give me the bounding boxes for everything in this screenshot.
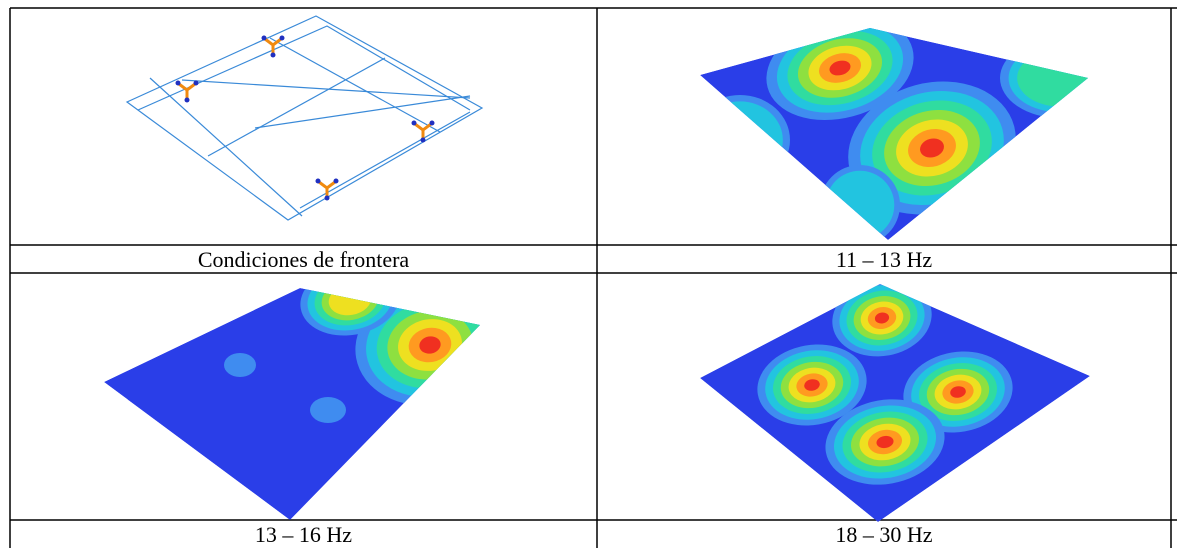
contour (310, 397, 346, 423)
contour (697, 101, 783, 178)
contour (325, 196, 330, 201)
caption: 13 – 16 Hz (10, 520, 597, 548)
contour (179, 84, 195, 99)
contour (262, 36, 267, 41)
page: Condiciones de frontera 11 – 13 Hz 13 – … (0, 0, 1177, 548)
mode-plot (690, 0, 1120, 245)
contour (194, 81, 199, 86)
contour (826, 171, 895, 240)
figure-table (0, 0, 1177, 548)
contour (271, 53, 276, 58)
contour (316, 179, 321, 184)
caption: Condiciones de frontera (10, 245, 597, 273)
contour (430, 121, 435, 126)
contour (265, 39, 281, 54)
contour (421, 138, 426, 143)
mode-plot (90, 257, 514, 520)
caption: 11 – 13 Hz (597, 245, 1171, 273)
mode-plot (700, 272, 1090, 522)
contour (224, 353, 256, 377)
caption: 18 – 30 Hz (597, 520, 1171, 548)
contour (90, 430, 170, 510)
contour (412, 121, 417, 126)
contour (334, 179, 339, 184)
contour (280, 36, 285, 41)
contour (176, 81, 181, 86)
wireframe (127, 16, 482, 220)
contour (1017, 49, 1103, 106)
contour (185, 98, 190, 103)
contour (415, 124, 431, 139)
